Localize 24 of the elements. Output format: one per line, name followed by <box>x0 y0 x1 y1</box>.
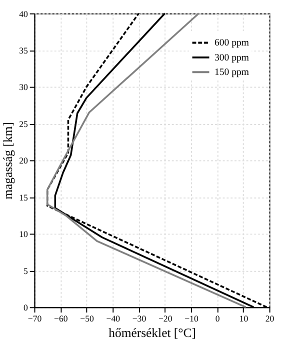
x-tick-label: −70 <box>28 313 42 324</box>
legend-label: 300 ppm <box>214 52 250 64</box>
x-axis-title: hőmérséklet [°C] <box>108 326 196 340</box>
y-tick-label: 15 <box>19 192 29 202</box>
y-tick-label: 5 <box>24 266 29 276</box>
x-tick-label: −30 <box>132 313 147 324</box>
x-tick-label: −50 <box>80 313 94 324</box>
y-tick-label: 0 <box>24 302 29 313</box>
y-tick-label: 10 <box>19 229 29 240</box>
y-axis-title: magasság [km] <box>1 122 16 200</box>
x-tick-label: −40 <box>106 313 121 324</box>
x-tick-label: −20 <box>158 313 173 324</box>
y-tick-label: 40 <box>19 8 29 19</box>
x-tick-label: 0 <box>215 313 220 324</box>
y-tick-label: 25 <box>19 118 29 129</box>
legend-label: 150 ppm <box>214 67 250 78</box>
x-tick-label: −60 <box>54 313 68 324</box>
y-tick-label: 35 <box>19 46 29 56</box>
x-tick-label: 10 <box>239 313 249 324</box>
legend-label: 600 ppm <box>214 38 250 49</box>
y-tick-label: 30 <box>19 82 29 92</box>
y-tick-label: 20 <box>19 156 29 166</box>
x-tick-label: 20 <box>265 313 275 324</box>
x-tick-label: −10 <box>184 313 199 324</box>
